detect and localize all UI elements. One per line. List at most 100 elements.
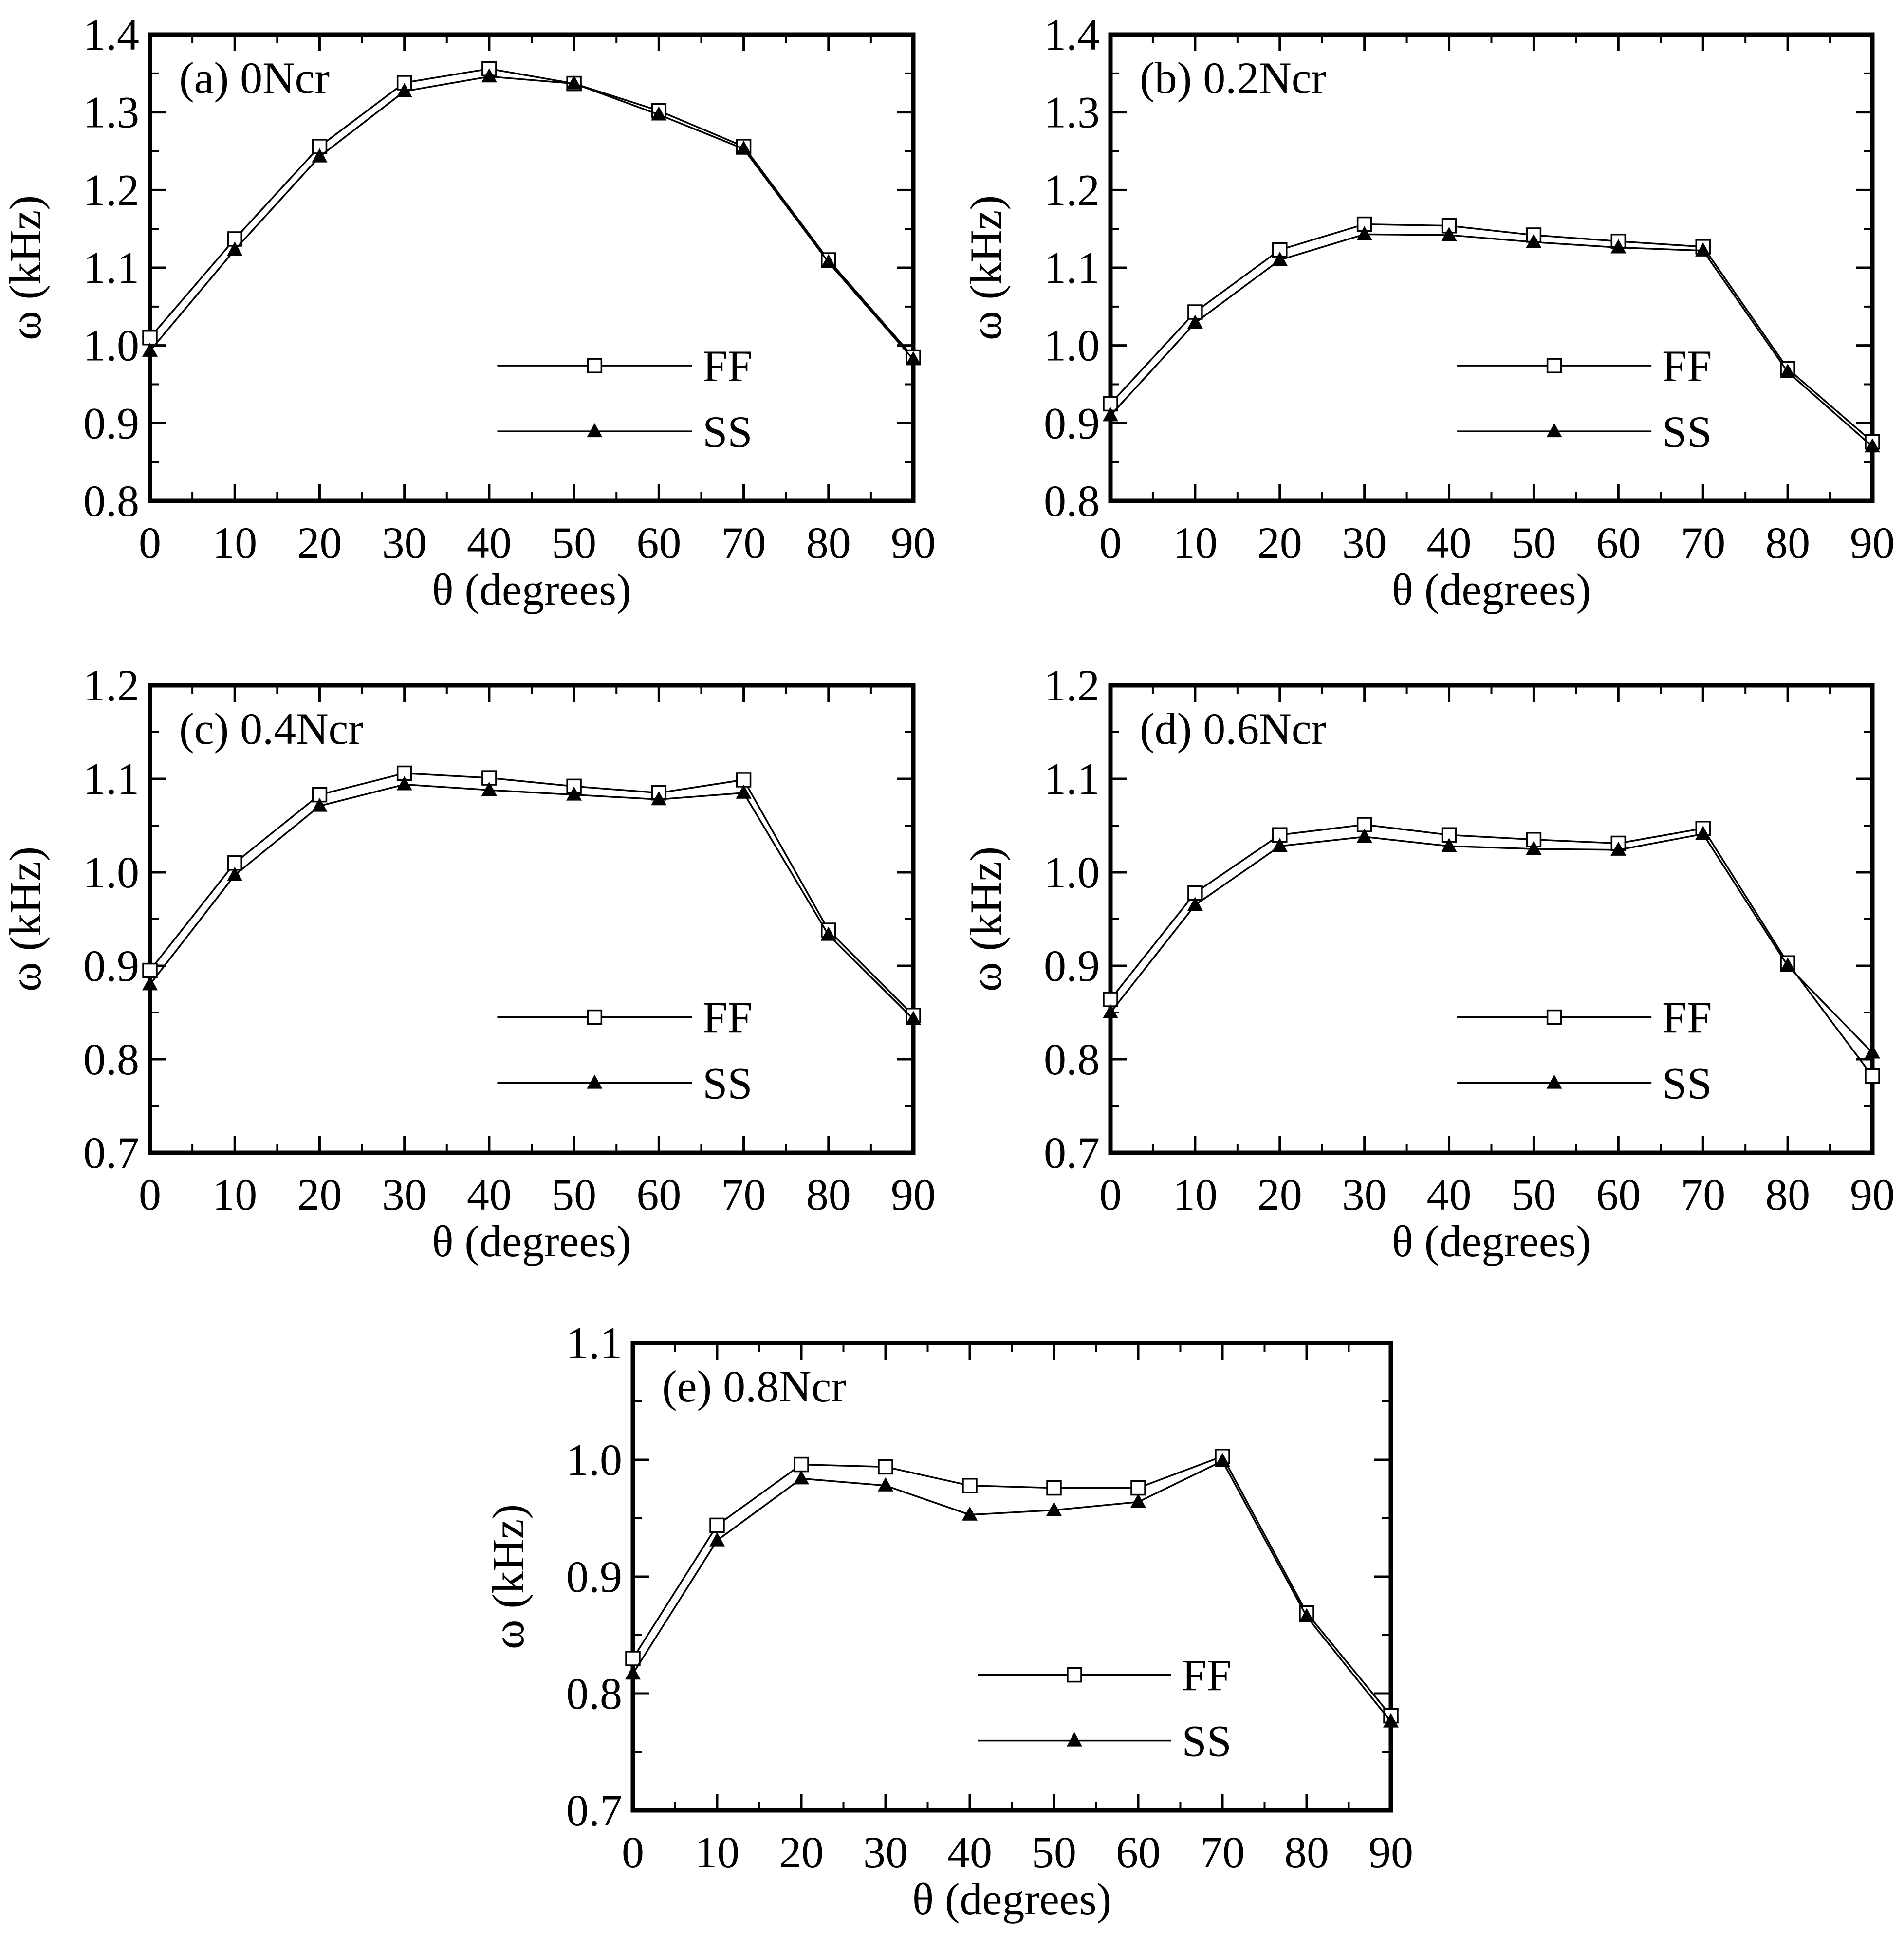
plot-frame [1108, 683, 1875, 1155]
x-axis-title: θ (degrees) [432, 565, 631, 614]
x-axis-title: θ (degrees) [1392, 565, 1591, 614]
y-tick-label: 0.8 [566, 1669, 622, 1718]
ss-point [566, 786, 582, 801]
y-tick-label: 1.0 [566, 1435, 622, 1485]
plot-frame [148, 32, 916, 503]
legend-marker-ff [587, 358, 603, 373]
y-tick-label: 0.7 [566, 1786, 622, 1835]
chart-panel-1: 0.8 0.9 1.0 1.1 1.2 1.3 1.4 0 10 20 30 40 50 60 70 80 90… [0, 10, 936, 614]
legend-label-ff: FF [1662, 993, 1712, 1043]
y-axis-title: ω (kHz) [0, 195, 50, 340]
ss-point [1272, 252, 1288, 266]
chart-panel-4: 0.7 0.8 0.9 1.0 1.1 1.2 0 10 20 30 40 50 60 70 80 90 θ (… [961, 661, 1895, 1266]
ff-point [1272, 827, 1288, 843]
y-tick-label: 1.1 [1044, 243, 1100, 293]
ss-point [1865, 438, 1880, 453]
legend-label-ss: SS [1182, 1716, 1231, 1766]
plot-frame [630, 1341, 1393, 1813]
y-tick-label: 1.0 [83, 321, 139, 370]
y-tick-label: 0.8 [83, 1034, 139, 1084]
ss-point [906, 1011, 921, 1025]
legend-marker-ss [1066, 1732, 1082, 1747]
y-tick-label: 0.9 [1044, 941, 1100, 991]
ss-point [651, 791, 667, 806]
ss-point [651, 106, 667, 121]
x-tick-label: 20 [297, 1170, 342, 1219]
legend-label-ss: SS [1662, 1059, 1712, 1108]
series-line-ff [149, 68, 914, 358]
y-tick-label: 1.2 [83, 165, 139, 215]
legend-label-ff: FF [1182, 1651, 1231, 1700]
x-tick-label: 40 [1427, 518, 1472, 568]
x-axis-title: θ (degrees) [432, 1216, 631, 1266]
ss-point [227, 241, 243, 256]
x-tick-label: 60 [1596, 518, 1641, 568]
x-tick-label: 70 [1200, 1827, 1245, 1877]
y-tick-label: 0.9 [83, 398, 139, 448]
ss-point [1356, 829, 1372, 843]
legend-marker-ss [587, 423, 603, 438]
ss-point [820, 254, 836, 268]
series-line-ff [1109, 223, 1873, 442]
ff-point [142, 962, 158, 978]
ff-point [1103, 992, 1118, 1007]
panel-label: (a) 0Ncr [179, 53, 330, 103]
ss-point [396, 776, 412, 791]
x-tick-label: 70 [721, 1170, 766, 1219]
ss-point [625, 1665, 641, 1680]
ss-point [142, 342, 158, 357]
legend-marker-ff [1546, 1009, 1562, 1025]
x-tick-label: 70 [1681, 1170, 1725, 1219]
ss-point [566, 75, 582, 90]
x-tick-label: 50 [552, 1170, 596, 1219]
legend-label-ss: SS [702, 407, 752, 457]
y-axis-title: ω (kHz) [483, 1504, 533, 1649]
ss-point [142, 976, 158, 991]
x-tick-label: 80 [1765, 1170, 1810, 1219]
ss-point [820, 926, 836, 941]
x-tick-label: 40 [467, 1170, 512, 1219]
y-tick-label: 0.9 [83, 941, 139, 991]
x-axis-title: θ (degrees) [912, 1874, 1111, 1924]
ff-point [142, 330, 158, 346]
legend-marker-ff [1546, 358, 1562, 373]
y-tick-label: 1.3 [1044, 88, 1100, 137]
x-tick-label: 90 [1850, 1170, 1895, 1219]
y-tick-label: 0.7 [83, 1128, 139, 1178]
x-tick-label: 70 [1681, 518, 1725, 568]
y-tick-label: 1.4 [1044, 10, 1100, 59]
y-tick-label: 1.2 [1044, 165, 1100, 215]
x-tick-label: 20 [1257, 1170, 1302, 1219]
y-axis-title: ω (kHz) [961, 195, 1011, 340]
x-tick-label: 20 [779, 1827, 824, 1877]
series-line-ss [149, 75, 914, 360]
ss-point [794, 1470, 809, 1485]
ss-point [312, 797, 328, 812]
series-line-ff [632, 1455, 1392, 1716]
ff-point [736, 772, 752, 788]
x-tick-label: 90 [1368, 1827, 1413, 1877]
x-tick-label: 80 [1284, 1827, 1329, 1877]
legend-marker-ff [1067, 1667, 1082, 1683]
ss-point [1130, 1493, 1146, 1508]
x-tick-label: 30 [1342, 1170, 1387, 1219]
ss-point [1441, 226, 1457, 241]
ff-point [566, 778, 582, 794]
y-tick-label: 1.1 [83, 243, 139, 293]
ss-point [1526, 841, 1542, 855]
ss-point [906, 351, 921, 366]
x-tick-label: 60 [636, 1170, 681, 1219]
ss-point [1610, 239, 1627, 254]
ss-point [878, 1477, 893, 1492]
x-tick-label: 80 [1765, 518, 1810, 568]
x-tick-label: 60 [636, 518, 681, 568]
x-tick-label: 80 [806, 1170, 851, 1219]
y-tick-label: 1.1 [83, 754, 139, 804]
x-tick-label: 30 [382, 1170, 427, 1219]
x-axis-title: θ (degrees) [1392, 1216, 1591, 1266]
x-tick-label: 90 [891, 518, 936, 568]
series-line-ss [1109, 233, 1873, 447]
legend-marker-ss [1546, 1074, 1562, 1089]
legend-label-ff: FF [702, 341, 752, 391]
legend-marker-ss [1546, 423, 1562, 438]
